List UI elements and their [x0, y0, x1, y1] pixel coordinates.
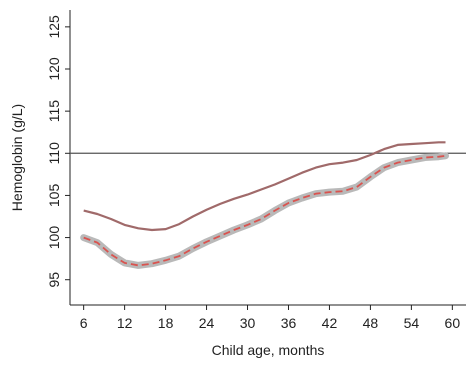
x-tick-label: 12	[117, 315, 133, 331]
y-tick-label: 100	[46, 226, 62, 250]
series-1-line	[83, 141, 446, 232]
x-tick-label: 48	[363, 315, 379, 331]
x-axis-label: Child age, months	[212, 342, 325, 358]
x-axis-ticks: 6 12 18 24 30 36 42 48 54 60	[80, 305, 461, 331]
x-tick-label: 30	[240, 315, 256, 331]
y-tick-label: 110	[46, 142, 62, 165]
x-tick-label: 60	[445, 315, 461, 331]
x-tick-label: 36	[281, 315, 297, 331]
x-tick-label: 24	[199, 315, 215, 331]
series-group	[80, 141, 449, 269]
y-axis-ticks: 95 100 105 110 115 120 125	[46, 15, 70, 288]
x-tick-label: 42	[322, 315, 338, 331]
y-tick-label: 125	[46, 15, 62, 39]
x-tick-label: 18	[158, 315, 174, 331]
plot-frame	[69, 10, 466, 306]
y-axis-label: Hemoglobin (g/L)	[9, 104, 25, 211]
series-2-band	[80, 152, 449, 269]
series-2-line	[83, 154, 446, 267]
y-tick-label: 105	[46, 184, 62, 208]
x-tick-label: 54	[404, 315, 420, 331]
y-tick-label: 95	[46, 272, 62, 288]
y-tick-label: 115	[46, 100, 62, 123]
x-tick-label: 6	[80, 315, 88, 331]
y-tick-label: 120	[46, 57, 62, 81]
